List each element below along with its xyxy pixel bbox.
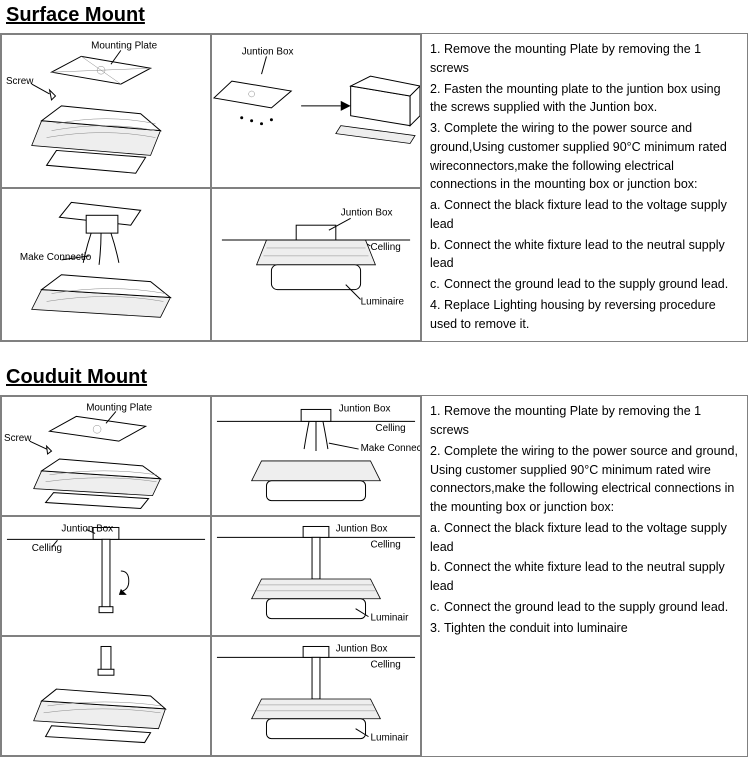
conduit-mount-diagrams: Mounting Plate Screw Juntion Bo [1,396,421,756]
instruction-line: c.Connect the ground lead to the supply … [430,598,739,617]
label-screw: Screw [4,433,32,444]
instruction-line: 4.Replace Lighting housing by reversing … [430,296,739,334]
diagram-cell: Mounting Plate Screw [1,34,211,188]
label-ceiling: Celling [370,242,400,253]
label-junction-box: Juntion Box [336,644,388,655]
instruction-line: 2.Fasten the mounting plate to the junti… [430,80,739,118]
conduit-mount-section: Couduit Mount Mounting Plate Screw [0,362,748,757]
instruction-line: 2.Complete the wiring to the power sourc… [430,442,739,517]
label-junction-box: Juntion Box [341,207,393,218]
conduit-mount-body: Mounting Plate Screw Juntion Bo [0,395,748,757]
instruction-line: 3.Tighten the conduit into luminaire [430,619,739,638]
diagram-cell: Juntion Box Celling Make Connection [211,396,421,516]
instruction-line: a.Connect the black fixture lead to the … [430,519,739,557]
diagram-cell: Juntion Box Celling Luminair [211,516,421,636]
conduit-mount-title: Couduit Mount [0,362,748,393]
instruction-line: a.Connect the black fixture lead to the … [430,196,739,234]
label-screw: Screw [6,76,34,87]
instruction-line: c.Connect the ground lead to the supply … [430,275,739,294]
label-junction-box: Juntion Box [61,524,113,535]
label-junction-box: Juntion Box [336,524,388,535]
label-mounting-plate: Mounting Plate [86,403,152,414]
surface-mount-diagrams: Mounting Plate Screw [1,34,421,341]
diagram-cell: Juntion Box Celling [1,516,211,636]
label-ceiling: Celling [370,660,400,671]
label-ceiling: Celling [375,423,405,434]
diagram-cell: Mounting Plate Screw [1,396,211,516]
surface-mount-title: Surface Mount [0,0,748,31]
instruction-line: 1.Remove the mounting Plate by removing … [430,40,739,78]
diagram-cell: Juntion Box [211,34,421,188]
label-luminaire: Luminair [370,613,409,624]
label-luminaire: Luminaire [361,296,405,307]
diagram-cell: Make Connectio [1,188,211,342]
label-mounting-plate: Mounting Plate [91,40,157,51]
diagram-cell [1,636,211,756]
diagram-cell: Juntion Box Celling Luminair [211,636,421,756]
instruction-line: 3.Complete the wiring to the power sourc… [430,119,739,194]
label-ceiling: Celling [32,543,62,554]
instruction-line: 1.Remove the mounting Plate by removing … [430,402,739,440]
conduit-mount-instructions: 1.Remove the mounting Plate by removing … [421,396,747,756]
surface-mount-instructions: 1.Remove the mounting Plate by removing … [421,34,747,341]
label-make-connection: Make Connection [361,443,420,454]
surface-mount-section: Surface Mount Mounting Plate Screw [0,0,748,342]
diagram-cell: Juntion Box Celling Luminaire [211,188,421,342]
label-junction-box: Juntion Box [242,46,294,57]
instruction-line: b.Connect the white fixture lead to the … [430,236,739,274]
instruction-line: b.Connect the white fixture lead to the … [430,558,739,596]
label-junction-box: Juntion Box [339,404,391,415]
label-luminaire: Luminair [370,733,409,744]
label-ceiling: Celling [370,540,400,551]
surface-mount-body: Mounting Plate Screw [0,33,748,342]
